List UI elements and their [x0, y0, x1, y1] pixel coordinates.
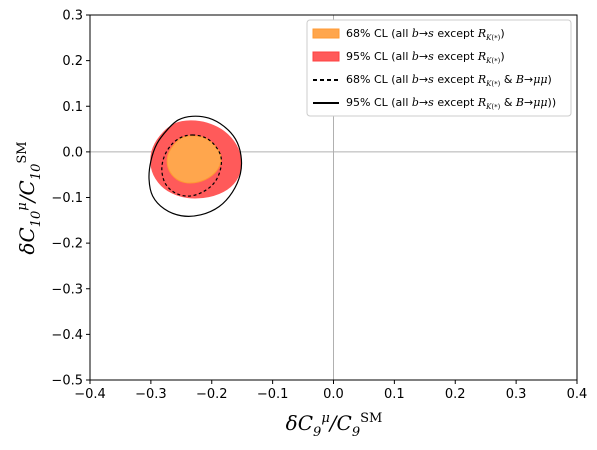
y-tick-label: 0.0	[62, 145, 83, 160]
x-tick-label: −0.4	[74, 387, 106, 402]
x-tick-label: 0.3	[506, 387, 527, 402]
y-tick-label: −0.3	[51, 282, 83, 297]
contour-95-solid	[148, 115, 243, 217]
legend-swatch-68-filled	[312, 28, 340, 39]
y-tick-label: 0.3	[62, 9, 83, 24]
x-tick-label: −0.3	[135, 387, 167, 402]
y-tick-label: −0.2	[51, 237, 83, 252]
legend: 68% CL (all b→s except RK(*)) 95% CL (al…	[306, 19, 572, 117]
x-tick-label: 0.0	[323, 387, 344, 402]
legend-label-95-filled: 95% CL (all b→s except RK(*))	[346, 50, 505, 65]
y-tick-label: −0.4	[51, 328, 83, 343]
legend-label-68-dashed: 68% CL (all b→s except RK(*) & B→μμ)	[346, 73, 552, 88]
y-tick-label: −0.5	[51, 374, 83, 389]
y-tick-label: 0.1	[62, 100, 83, 115]
x-tick-label: 0.4	[567, 387, 588, 402]
x-tick-label: 0.1	[384, 387, 405, 402]
legend-swatch-95-filled	[312, 51, 340, 62]
y-tick-label: −0.1	[51, 191, 83, 206]
y-axis-label: δC10μ/C10SM	[15, 141, 44, 254]
contour-68-dashed	[161, 134, 223, 197]
x-tick-label: −0.1	[257, 387, 289, 402]
y-tick-label: 0.2	[62, 54, 83, 69]
axis-ticks: −0.4 −0.3 −0.2 −0.1 0.0 0.1 0.2 0.3 0.4−0.5−0.4−…	[51, 9, 587, 403]
x-tick-label: 0.2	[445, 387, 466, 402]
legend-label-68-filled: 68% CL (all b→s except RK(*))	[346, 27, 505, 42]
x-tick-label: −0.2	[196, 387, 228, 402]
x-axis-label: δC9μ/C9SM	[286, 411, 383, 440]
legend-label-95-solid: 95% CL (all b→s except RK(*) & B→μμ))	[346, 96, 556, 111]
legend-box	[306, 19, 572, 117]
